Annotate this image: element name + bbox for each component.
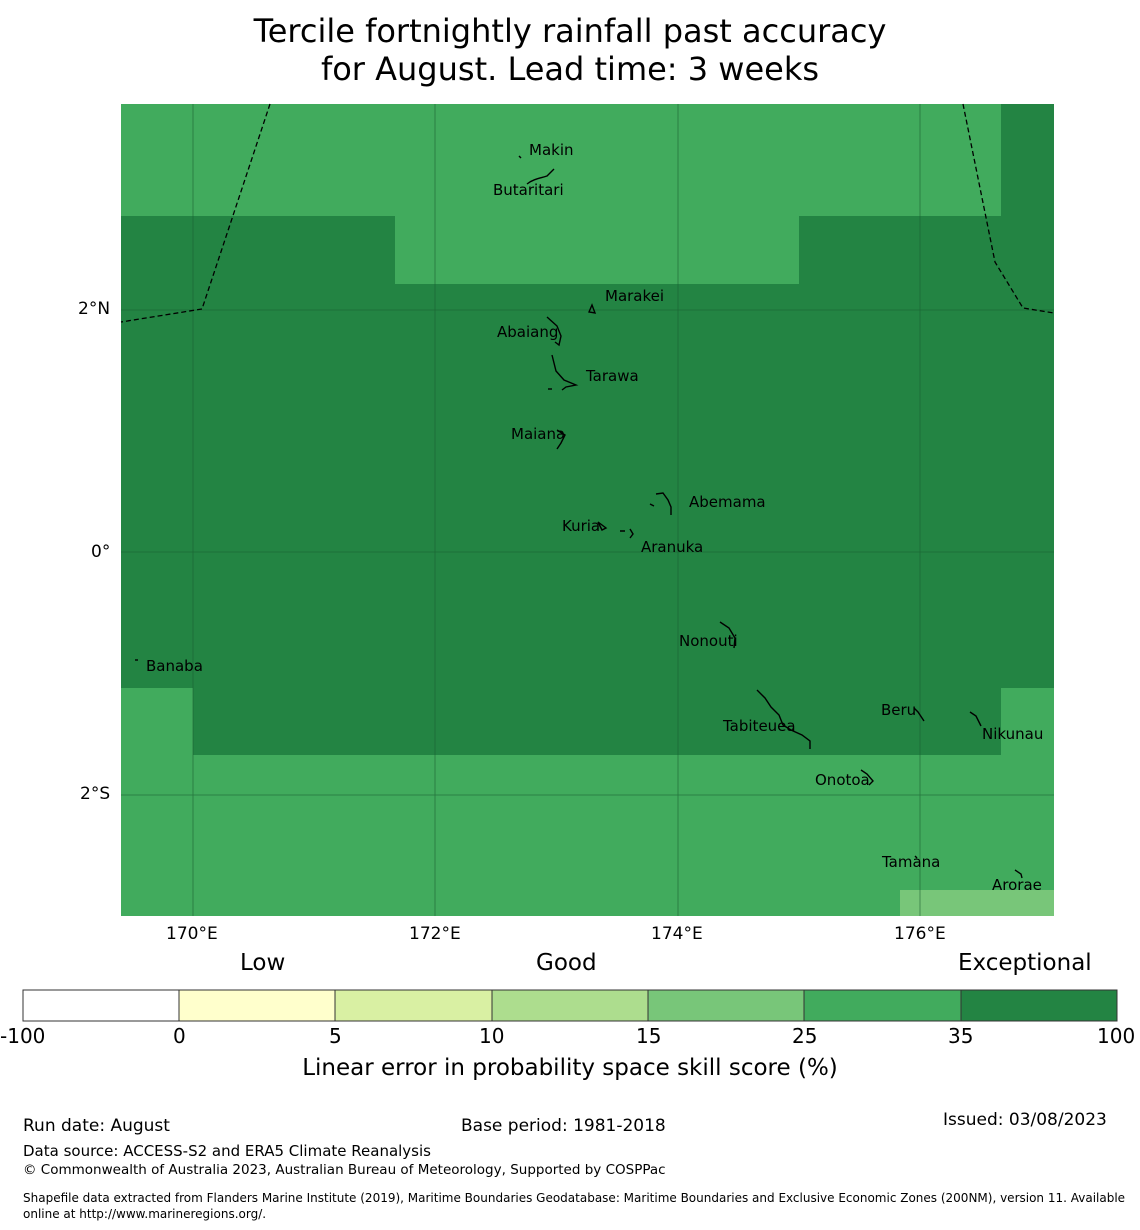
colorbar-segment-15-25 (647, 989, 805, 1022)
island-label-aranuka: Aranuka (641, 538, 704, 556)
island-label-onotoa: Onotoa (815, 771, 870, 789)
island-label-tabiteuea: Tabiteuea (723, 717, 796, 735)
island-label-tamana: Tamana (882, 853, 941, 871)
lat-tick-2s: 2°S (80, 784, 111, 804)
colorbar-tick-0: 0 (173, 1024, 186, 1048)
map-title-line-1: Tercile fortnightly rainfall past accura… (253, 12, 887, 50)
colorbar-segment-25-35 (803, 989, 962, 1022)
gridlines (121, 104, 1054, 916)
data-source: Data source: ACCESS-S2 and ERA5 Climate … (23, 1142, 431, 1160)
skill-field-15-25 (900, 890, 1054, 916)
colorbar (22, 989, 1118, 1022)
colorbar-tick-25: 25 (792, 1024, 818, 1048)
colorbar-title: Linear error in probability space skill … (302, 1055, 838, 1081)
colorbar-segment-5-10 (334, 989, 493, 1022)
colorbar-tick-10: 10 (479, 1024, 505, 1048)
island-label-butaritari: Butaritari (493, 181, 564, 199)
island-label-makin: Makin (529, 141, 574, 159)
skill-field-35-100 (121, 104, 1054, 755)
colorbar-tick-5: 5 (329, 1024, 342, 1048)
legend-category-good: Good (536, 950, 597, 976)
run-date: Run date: August (23, 1116, 170, 1136)
legend-category-exceptional: Exceptional (958, 950, 1092, 976)
eez-boundary-lines (120, 103, 1055, 323)
island-label-abemama: Abemama (689, 493, 766, 511)
legend-category-low: Low (240, 950, 286, 976)
issued-date: Issued: 03/08/2023 (943, 1110, 1107, 1130)
island-label-abaiang: Abaiang (497, 323, 559, 341)
lon-tick-170: 170°E (166, 924, 218, 944)
island-label-arorae: Arorae (992, 876, 1042, 894)
colorbar-segment-0-5 (178, 989, 336, 1022)
copyright: © Commonwealth of Australia 2023, Austra… (23, 1162, 666, 1178)
island-outlines (135, 155, 1023, 879)
shapefile-credit-line-2: online at http://www.marineregions.org/. (23, 1207, 267, 1221)
lon-tick-174: 174°E (651, 924, 703, 944)
island-label-kuria: Kuria (562, 517, 601, 535)
island-label-banaba: Banaba (146, 657, 203, 675)
lat-tick-0: 0° (91, 542, 111, 562)
colorbar-segment-35-100 (960, 989, 1118, 1022)
island-label-nonouti: Nonouti (679, 632, 738, 650)
lon-tick-176: 176°E (894, 924, 946, 944)
colorbar-tick-35: 35 (948, 1024, 974, 1048)
base-period: Base period: 1981-2018 (461, 1116, 666, 1136)
lat-tick-2n: 2°N (78, 299, 111, 319)
island-label-marakei: Marakei (605, 287, 665, 305)
island-label-beru: Beru (881, 701, 917, 719)
map-title-line-2: for August. Lead time: 3 weeks (320, 50, 820, 88)
island-label-tarawa: Tarawa (586, 367, 639, 385)
shapefile-credit-line-1: Shapefile data extracted from Flanders M… (23, 1191, 1126, 1205)
colorbar-segment-neg100-0 (22, 989, 180, 1022)
lon-tick-172: 172°E (409, 924, 461, 944)
island-label-nikunau: Nikunau (982, 725, 1044, 743)
colorbar-segment-10-15 (491, 989, 649, 1022)
colorbar-tick-100: 100 (1097, 1024, 1136, 1048)
colorbar-tick-neg100: -100 (0, 1024, 46, 1048)
island-label-maiana: Maiana (511, 425, 566, 443)
colorbar-tick-15: 15 (636, 1024, 662, 1048)
